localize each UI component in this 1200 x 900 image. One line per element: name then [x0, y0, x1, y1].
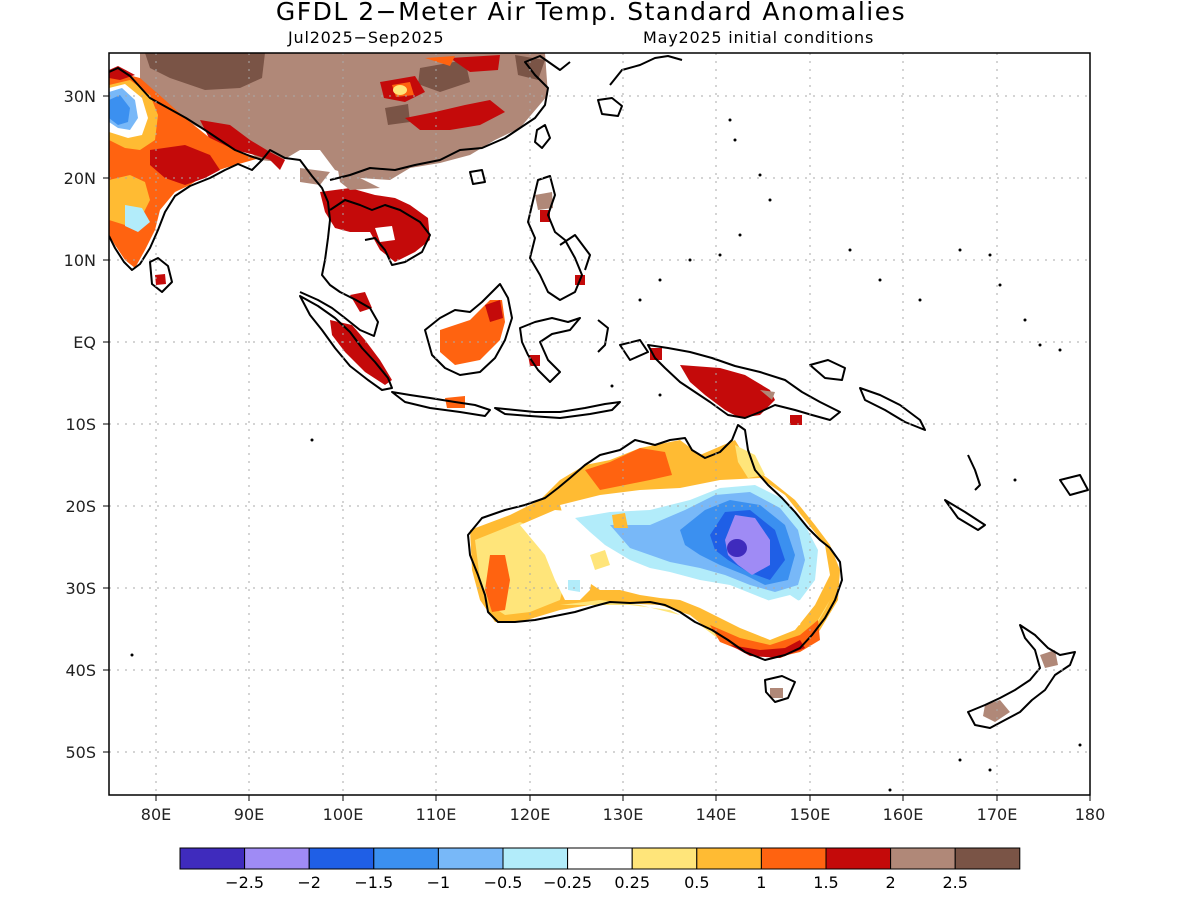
lon-label: 170E	[977, 805, 1018, 824]
lat-label: 40S	[65, 661, 96, 680]
colorbar-swatch	[696, 847, 762, 870]
initial-conditions: May2025 initial conditions	[643, 28, 875, 47]
lat-label: 50S	[65, 743, 96, 762]
colorbar-label: −0.25	[543, 873, 592, 892]
colorbar-swatch	[373, 847, 439, 870]
lon-label: 120E	[510, 805, 551, 824]
lon-label: 140E	[696, 805, 737, 824]
axis-ticks	[103, 95, 1091, 801]
colorbar-swatch	[890, 847, 956, 870]
colorbar-label: −0.5	[484, 873, 523, 892]
forecast-period: Jul2025−Sep2025	[288, 28, 445, 47]
colorbar-swatch	[244, 847, 310, 870]
colorbar-label: 0.5	[684, 873, 709, 892]
lon-label: 180	[1075, 805, 1106, 824]
lon-label: 110E	[416, 805, 457, 824]
colorbar-swatch	[437, 847, 504, 870]
colorbar-label: 2.5	[942, 873, 967, 892]
lat-label: 20N	[64, 169, 96, 188]
lat-label: 30N	[64, 87, 96, 106]
lon-label: 90E	[234, 805, 264, 824]
map-title: GFDL 2−Meter Air Temp. Standard Anomalie…	[275, 0, 907, 26]
colorbar-label: 1	[756, 873, 766, 892]
lat-label: 20S	[65, 497, 96, 516]
colorbar-label: −1	[427, 873, 451, 892]
colorbar-swatch	[567, 847, 633, 870]
colorbar-label: 0.25	[614, 873, 650, 892]
colorbar-swatch	[308, 847, 375, 870]
lat-label: 30S	[65, 579, 96, 598]
anomaly-east-asia	[140, 53, 553, 222]
colorbar-label: 1.5	[813, 873, 838, 892]
colorbar-label: −2	[297, 873, 321, 892]
lat-label: EQ	[73, 333, 96, 352]
colorbar-label: −1.5	[354, 873, 393, 892]
lon-label: 80E	[141, 805, 171, 824]
colorbar: −2.5 −2 −1.5 −1 −0.5 −0.25 0.25 0.5 1 1.5 2 2.5	[179, 847, 1021, 892]
colorbar-swatch	[825, 847, 892, 870]
longitude-labels: 80E 90E 100E 110E 120E 130E 140E 150E 16…	[141, 805, 1106, 824]
latitude-labels: 30N 20N 10N EQ 10S 20S 30S 40S 50S	[64, 87, 96, 762]
lon-label: 160E	[883, 805, 924, 824]
colorbar-label: −2.5	[225, 873, 264, 892]
colorbar-label: 2	[886, 873, 896, 892]
anomaly-australia	[470, 440, 840, 698]
colorbar-swatch	[631, 847, 698, 870]
lon-label: 130E	[603, 805, 644, 824]
lon-label: 100E	[323, 805, 364, 824]
anomaly-maritime	[330, 275, 802, 425]
coastlines	[109, 55, 1089, 729]
gridlines	[109, 53, 1090, 795]
small-islands	[130, 118, 1082, 792]
colorbar-swatch	[954, 847, 1021, 870]
colorbar-swatch	[502, 847, 569, 870]
lon-label: 150E	[790, 805, 831, 824]
lat-label: 10S	[65, 415, 96, 434]
colorbar-swatch	[179, 847, 246, 870]
lat-label: 10N	[64, 251, 96, 270]
colorbar-swatch	[760, 847, 827, 870]
